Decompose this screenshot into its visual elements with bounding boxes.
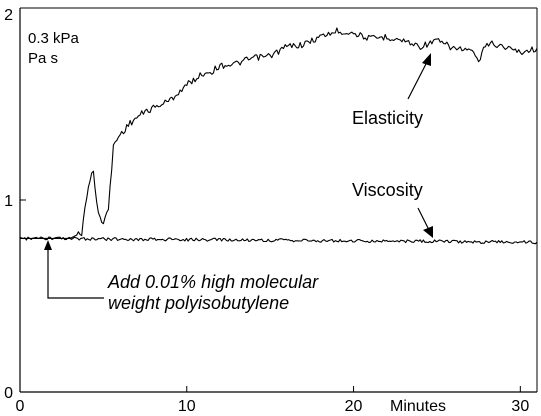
viscosity-arrow-head xyxy=(423,226,433,238)
x-tick-label: 30 xyxy=(511,398,529,415)
y-ticks: 0 1 2 xyxy=(4,7,26,402)
x-tick-label: 20 xyxy=(345,398,363,415)
x-axis-label: Minutes xyxy=(390,398,446,415)
addition-bracket xyxy=(47,246,104,299)
y-tick-label: 0 xyxy=(4,385,13,402)
plot-frame xyxy=(19,7,538,393)
series-line-viscosity xyxy=(19,236,538,245)
x-tick-label: 10 xyxy=(178,398,196,415)
viscosity-label: Viscosity xyxy=(352,180,423,200)
addition-note-line2: weight polyisobutylene xyxy=(108,293,289,313)
y-tick-label: 2 xyxy=(4,7,13,24)
y-tick-label: 1 xyxy=(4,193,13,210)
addition-note-line1: Add 0.01% high molecular xyxy=(107,272,319,292)
elasticity-arrow-head xyxy=(422,53,431,66)
y-unit-elasticity: 0.3 kPa xyxy=(28,30,80,47)
x-tick-label: 0 xyxy=(16,398,25,415)
series-line-elasticity xyxy=(20,27,538,239)
elasticity-label: Elasticity xyxy=(352,108,423,128)
elasticity-arrow-line xyxy=(407,59,429,100)
addition-arrow-head xyxy=(44,240,52,250)
x-ticks: 0 10 20 30 xyxy=(16,386,529,415)
y-unit-viscosity: Pa s xyxy=(28,50,58,67)
series-layer xyxy=(19,27,538,245)
